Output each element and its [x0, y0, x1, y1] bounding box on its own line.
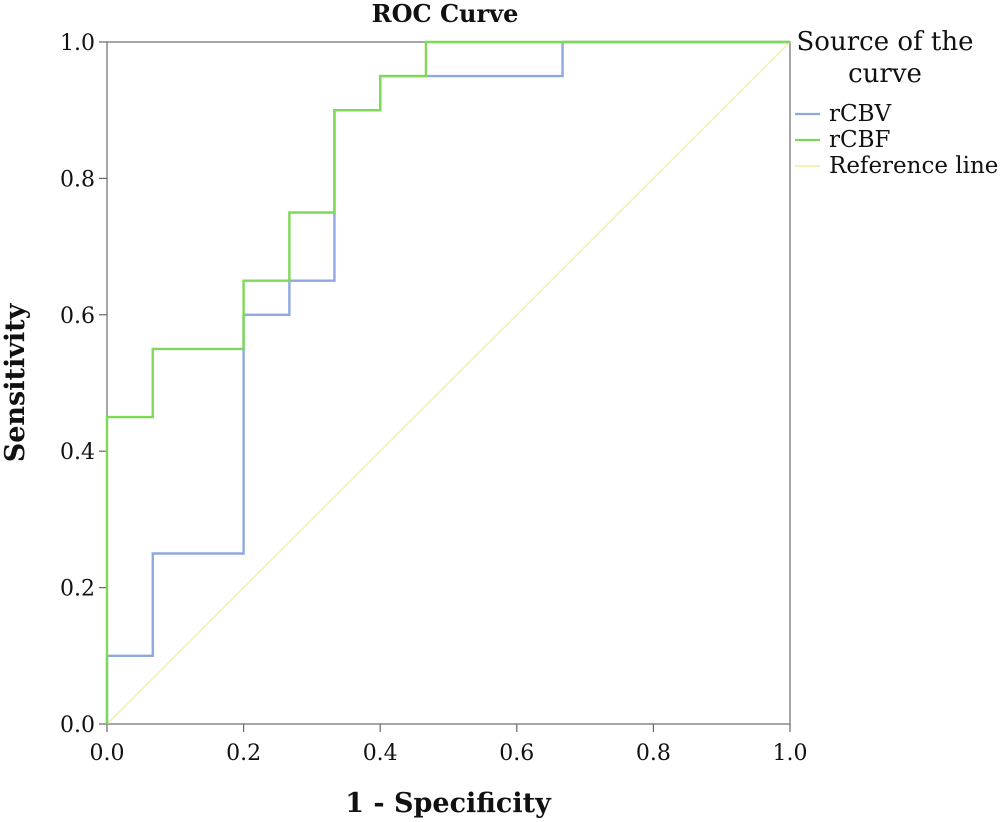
x-axis-ticks: 0.0 0.2 0.4 0.6 0.8 1.0	[90, 724, 808, 766]
y-tick-label: 0.8	[60, 167, 95, 192]
x-tick-label: 0.2	[226, 741, 261, 766]
x-tick-label: 0.0	[90, 741, 125, 766]
legend-label-rcbf: rCBF	[829, 127, 890, 153]
y-tick-label: 0.6	[60, 304, 95, 329]
y-tick-label: 0.0	[60, 713, 95, 738]
legend-title-line-2: curve	[848, 59, 922, 89]
y-tick-label: 1.0	[60, 31, 95, 56]
x-tick-label: 1.0	[773, 741, 808, 766]
legend-label-rcbv: rCBV	[829, 101, 891, 127]
x-tick-label: 0.8	[636, 741, 671, 766]
y-axis-label: Sensitivity	[0, 302, 31, 462]
legend-title-line-1: Source of the	[797, 27, 974, 57]
x-axis-label: 1 - Specificity	[345, 788, 552, 819]
series-line-rcbf	[105, 40, 790, 724]
y-tick-label: 0.4	[60, 440, 95, 465]
y-tick-label: 0.2	[60, 577, 95, 602]
series-line-reference-line	[106, 41, 791, 725]
series-layer	[105, 40, 791, 725]
chart-title: ROC Curve	[372, 0, 519, 28]
x-tick-label: 0.4	[363, 741, 398, 766]
x-tick-label: 0.6	[499, 741, 534, 766]
series-line-rcbv	[105, 40, 790, 724]
legend-label-reference-line: Reference line	[829, 153, 998, 179]
y-axis-ticks: 0.0 0.2 0.4 0.6 0.8 1.0	[60, 31, 107, 738]
